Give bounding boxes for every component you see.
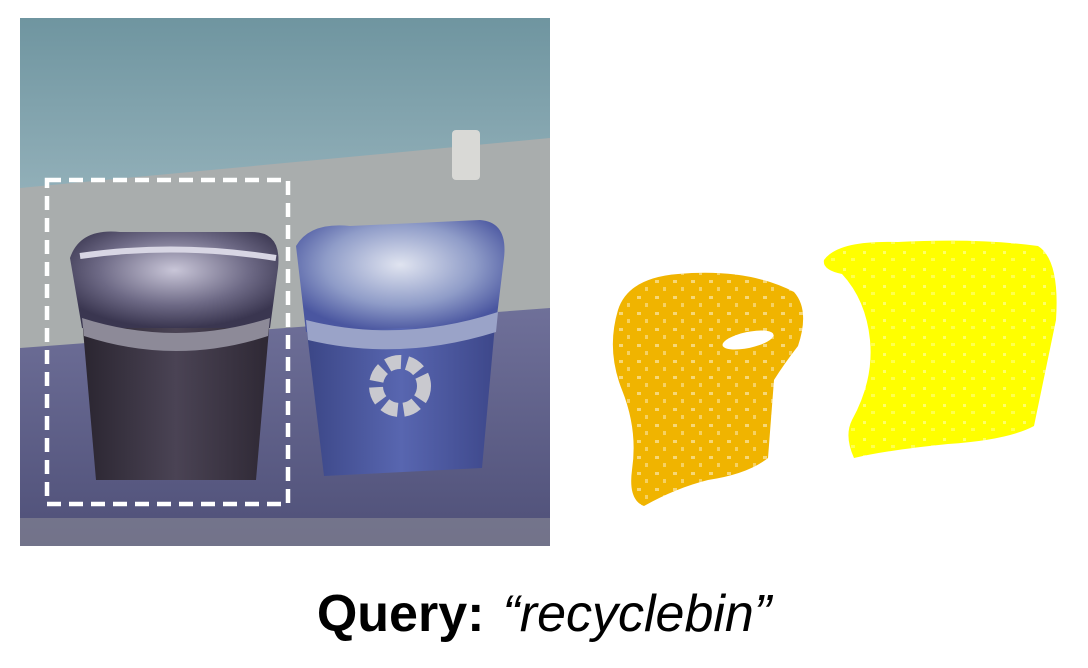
right-bin [296, 220, 505, 476]
recycle-symbol-icon [369, 355, 431, 417]
left-bin [70, 231, 279, 480]
paper-note [452, 130, 480, 180]
point-cloud-panel [612, 240, 1057, 506]
orange-point-cloud [612, 272, 804, 506]
query-caption: Query: “recyclebin” [0, 588, 1088, 640]
yellow-point-cloud [823, 240, 1057, 458]
floor-shadow [20, 518, 550, 546]
query-text: “recyclebin” [502, 585, 772, 643]
query-label: Query: [316, 585, 485, 643]
scene-image [20, 18, 550, 546]
highlight-box [44, 177, 291, 507]
